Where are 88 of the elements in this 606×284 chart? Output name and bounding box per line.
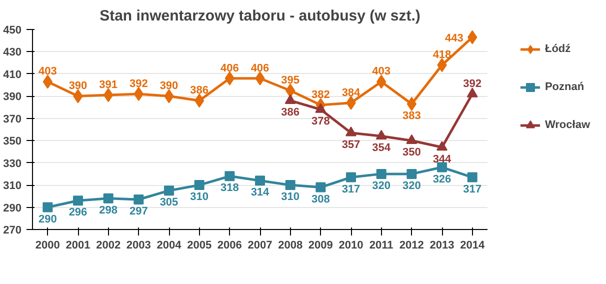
data-label: 391 — [99, 79, 118, 92]
x-tick-label: 2007 — [248, 240, 272, 252]
x-tick-label: 2012 — [399, 240, 424, 252]
legend-label: Poznań — [544, 81, 584, 93]
data-label: 382 — [311, 89, 330, 102]
data-label: 390 — [68, 80, 88, 92]
data-label: 406 — [250, 62, 270, 74]
point — [285, 180, 296, 190]
data-label: 317 — [463, 183, 482, 196]
data-label: 406 — [220, 62, 239, 74]
data-label: 350 — [402, 146, 421, 159]
data-label: 383 — [402, 110, 421, 122]
data-label: 357 — [342, 138, 360, 151]
point — [436, 141, 448, 151]
data-label: 320 — [372, 180, 391, 192]
x-tick-label: 2001 — [66, 240, 90, 252]
x-tick-label: 2002 — [96, 240, 121, 252]
point — [194, 180, 204, 190]
x-tick-label: 2003 — [126, 240, 151, 252]
y-tick-label: 270 — [3, 224, 22, 236]
y-tick-label: 310 — [3, 180, 22, 192]
data-label: 403 — [38, 66, 57, 78]
data-label: 392 — [463, 78, 482, 90]
x-tick-label: 2005 — [187, 240, 212, 252]
x-tick-label: 2000 — [35, 240, 60, 252]
y-tick-label: 430 — [3, 46, 22, 59]
data-label: 390 — [160, 80, 178, 92]
x-tick-label: 2008 — [278, 240, 303, 252]
point — [134, 194, 144, 204]
data-label: 320 — [402, 180, 421, 192]
data-label: 296 — [68, 206, 88, 219]
data-label: 403 — [372, 66, 391, 78]
data-label: 308 — [311, 193, 330, 206]
point — [103, 193, 114, 204]
y-tick-label: 410 — [3, 68, 22, 81]
y-tick-label: 350 — [3, 136, 22, 148]
point — [224, 171, 235, 182]
point — [284, 94, 296, 104]
point — [73, 196, 83, 206]
point — [376, 130, 387, 140]
point — [316, 182, 326, 192]
data-label: 344 — [432, 153, 452, 166]
x-tick-label: 2013 — [430, 240, 454, 252]
point — [376, 168, 386, 179]
point — [466, 88, 478, 98]
legend-label: Wrocław — [544, 119, 590, 131]
data-label: 378 — [311, 116, 330, 128]
point — [315, 103, 326, 113]
x-tick-label: 2009 — [308, 240, 333, 252]
point — [406, 168, 417, 179]
legend-label: Łódź — [544, 43, 571, 55]
data-label: 305 — [160, 196, 178, 209]
x-tick-label: 2014 — [460, 240, 486, 252]
y-tick-label: 290 — [3, 202, 22, 214]
point — [346, 172, 356, 182]
data-label: 310 — [281, 191, 300, 204]
data-label: 314 — [250, 186, 270, 199]
data-label: 354 — [372, 142, 392, 154]
data-label: 310 — [190, 191, 209, 204]
point — [406, 134, 418, 144]
x-tick-label: 2004 — [156, 240, 182, 252]
y-tick-label: 390 — [3, 91, 22, 104]
data-label: 418 — [432, 49, 452, 62]
point — [164, 186, 174, 196]
y-tick-label: 370 — [3, 113, 22, 126]
x-tick-label: 2011 — [369, 240, 394, 252]
point — [42, 202, 53, 212]
data-label: 317 — [342, 183, 360, 196]
data-label: 326 — [432, 173, 452, 186]
data-label: 443 — [444, 32, 464, 44]
x-tick-label: 2010 — [338, 240, 364, 252]
data-label: 290 — [38, 213, 57, 226]
point — [437, 162, 447, 172]
data-label: 386 — [281, 106, 300, 119]
data-label: 392 — [129, 78, 148, 90]
point — [346, 126, 356, 136]
y-tick-label: 450 — [3, 24, 22, 36]
data-label: 298 — [99, 204, 118, 216]
x-tick-label: 2006 — [217, 240, 242, 252]
y-tick-label: 330 — [3, 158, 22, 170]
data-label: 297 — [129, 206, 148, 218]
data-label: 318 — [220, 182, 239, 194]
point — [467, 172, 478, 182]
data-label: 384 — [342, 86, 362, 99]
point — [255, 176, 265, 186]
data-label: 386 — [190, 84, 209, 97]
chart-title: Stan inwentarzowy taboru - autobusy (w szt.) — [100, 8, 420, 24]
data-label: 395 — [281, 74, 300, 87]
